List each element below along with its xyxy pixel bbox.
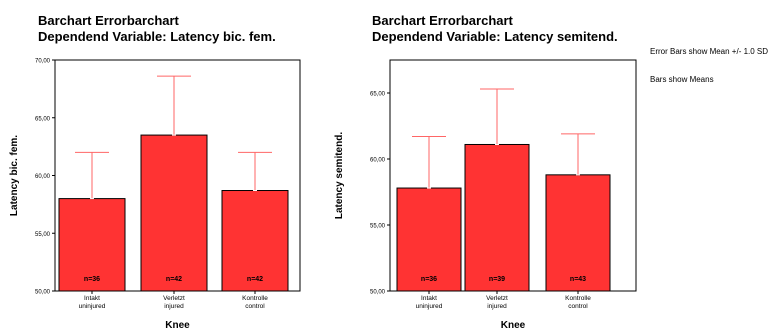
chart1-n-label: n=36 bbox=[84, 276, 100, 283]
chart1-x-tick-label: injured bbox=[164, 303, 184, 310]
chart1-x-tick-label: Intakt bbox=[84, 295, 100, 302]
chart2-x-tick-label: Kontrolle bbox=[565, 295, 591, 302]
chart2-bar bbox=[545, 174, 611, 292]
legend-note-bars: Bars show Means bbox=[650, 75, 714, 84]
chart2-x-axis-label: Knee bbox=[501, 320, 526, 331]
chart2-x-tick-label: control bbox=[568, 303, 588, 310]
chart1-x-axis-label: Knee bbox=[165, 320, 190, 331]
chart1-y-axis-label: Latency bic. fem. bbox=[9, 135, 20, 216]
chart2-x-tick-label: injured bbox=[487, 303, 507, 310]
chart2-n-label: n=43 bbox=[570, 276, 586, 283]
chart2-n-label: n=39 bbox=[489, 276, 505, 283]
chart2-y-tick-label: 55,00 bbox=[370, 224, 386, 230]
chart2-x-tick-label: Verletzt bbox=[486, 295, 508, 302]
chart1-subtitle: Dependend Variable: Latency bic. fem. bbox=[38, 29, 276, 44]
chart1-title: Barchart Errorbarchart bbox=[38, 13, 179, 28]
chart2-y-tick-label: 60,00 bbox=[370, 158, 386, 164]
chart2-bar bbox=[464, 143, 530, 292]
chart1-x-tick-label: control bbox=[245, 303, 265, 310]
chart2-subtitle: Dependend Variable: Latency semitend. bbox=[372, 29, 618, 44]
chart2-title: Barchart Errorbarchart bbox=[372, 13, 513, 28]
chart1-n-label: n=42 bbox=[166, 276, 182, 283]
chart1-bar bbox=[140, 134, 208, 292]
chart1-x-tick-label: Verletzt bbox=[163, 295, 185, 302]
chart1-y-tick-label: 50,00 bbox=[35, 290, 51, 296]
chart1-n-label: n=42 bbox=[247, 276, 263, 283]
chart2-x-tick-label: Intakt bbox=[421, 295, 437, 302]
chart1-x-tick-label: uninjured bbox=[79, 303, 106, 310]
chart2-y-tick-label: 65,00 bbox=[370, 92, 386, 98]
legend-note-error-bars: Error Bars show Mean +/- 1.0 SD bbox=[650, 47, 769, 56]
chart2-y-axis-label: Latency semitend. bbox=[334, 132, 345, 219]
chart2-y-tick-label: 50,00 bbox=[370, 290, 386, 296]
chart2-x-tick-label: uninjured bbox=[416, 303, 443, 310]
chart2-n-label: n=36 bbox=[421, 276, 437, 283]
chart1-y-tick-label: 60,00 bbox=[35, 174, 51, 180]
chart1-y-tick-label: 65,00 bbox=[35, 116, 51, 122]
chart1-y-tick-label: 70,00 bbox=[35, 59, 51, 65]
chart1-y-tick-label: 55,00 bbox=[35, 232, 51, 238]
chart2-bar bbox=[396, 187, 462, 292]
chart1-x-tick-label: Kontrolle bbox=[242, 295, 268, 302]
